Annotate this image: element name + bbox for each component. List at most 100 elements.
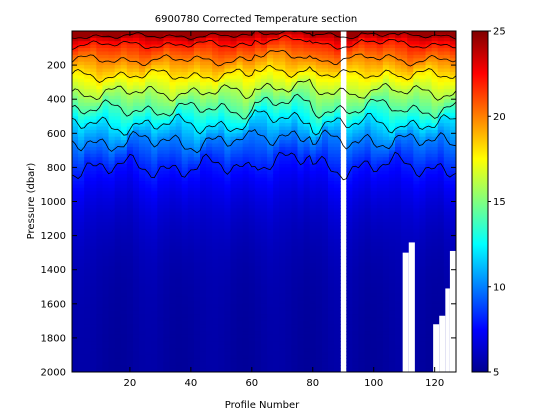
- heatmap-cell: [291, 307, 299, 312]
- heatmap-cell: [108, 51, 116, 56]
- heatmap-cell: [285, 279, 293, 284]
- heatmap-cell: [218, 249, 225, 254]
- heatmap-cell: [315, 337, 323, 342]
- heatmap-cell: [206, 348, 213, 353]
- heatmap-cell: [291, 198, 299, 203]
- heatmap-cell: [279, 140, 286, 145]
- heatmap-cell: [84, 273, 91, 278]
- heatmap-cell: [126, 341, 134, 346]
- heatmap-cell: [132, 286, 140, 291]
- heatmap-cell: [334, 344, 341, 349]
- heatmap-cell: [163, 78, 171, 83]
- heatmap-cell: [230, 303, 238, 308]
- heatmap-cell: [187, 51, 195, 56]
- heatmap-cell: [248, 221, 256, 226]
- heatmap-cell: [291, 327, 299, 332]
- heatmap-cell: [157, 354, 165, 359]
- heatmap-cell: [254, 361, 262, 366]
- heatmap-cell: [187, 194, 195, 199]
- heatmap-cell: [108, 204, 116, 209]
- heatmap-cell: [78, 75, 85, 80]
- heatmap-cell: [285, 307, 293, 312]
- heatmap-cell: [163, 82, 171, 87]
- heatmap-cell: [364, 324, 372, 329]
- heatmap-cell: [321, 286, 329, 291]
- heatmap-cell: [206, 201, 213, 206]
- heatmap-cell: [187, 327, 195, 332]
- heatmap-cell: [328, 194, 335, 199]
- heatmap-cell: [108, 296, 116, 301]
- heatmap-cell: [120, 41, 128, 46]
- heatmap-cell: [315, 276, 323, 281]
- heatmap-cell: [187, 150, 195, 155]
- heatmap-cell: [236, 249, 244, 254]
- heatmap-cell: [242, 300, 250, 305]
- heatmap-cell: [218, 157, 225, 162]
- heatmap-cell: [358, 143, 366, 148]
- heatmap-cell: [291, 239, 299, 244]
- heatmap-cell: [200, 163, 207, 168]
- heatmap-cell: [291, 102, 299, 107]
- heatmap-cell: [157, 368, 165, 372]
- heatmap-cell: [200, 198, 207, 203]
- heatmap-cell: [200, 235, 207, 240]
- heatmap-cell: [230, 341, 238, 346]
- heatmap-cell: [358, 116, 366, 121]
- heatmap-cell: [285, 228, 293, 233]
- heatmap-cell: [193, 85, 201, 90]
- heatmap-cell: [273, 198, 280, 203]
- heatmap-cell: [90, 358, 97, 363]
- heatmap-cell: [303, 194, 311, 199]
- heatmap-cell: [84, 252, 91, 257]
- heatmap-cell: [114, 82, 122, 87]
- heatmap-cell: [260, 31, 268, 36]
- heatmap-cell: [309, 341, 317, 346]
- heatmap-cell: [248, 358, 256, 363]
- heatmap-cell: [84, 177, 91, 182]
- heatmap-cell: [291, 177, 299, 182]
- heatmap-cell: [370, 276, 378, 281]
- heatmap-cell: [126, 320, 134, 325]
- heatmap-cell: [224, 48, 232, 53]
- heatmap-cell: [273, 102, 280, 107]
- heatmap-cell: [242, 146, 250, 151]
- heatmap-cell: [181, 187, 189, 192]
- heatmap-cell: [108, 252, 116, 257]
- heatmap-cell: [358, 296, 366, 301]
- heatmap-cell: [187, 324, 195, 329]
- heatmap-cell: [157, 283, 165, 288]
- heatmap-cell: [187, 320, 195, 325]
- heatmap-cell: [230, 54, 238, 59]
- heatmap-cell: [334, 75, 341, 80]
- heatmap-cell: [212, 177, 219, 182]
- heatmap-cell: [224, 71, 232, 76]
- heatmap-cell: [346, 283, 353, 288]
- heatmap-cell: [151, 324, 158, 329]
- heatmap-cell: [352, 208, 360, 213]
- heatmap-cell: [248, 262, 256, 267]
- heatmap-cell: [169, 242, 177, 247]
- heatmap-cell: [108, 249, 116, 254]
- heatmap-cell: [169, 44, 177, 49]
- heatmap-cell: [242, 218, 250, 223]
- heatmap-cell: [108, 109, 116, 114]
- heatmap-cell: [224, 208, 232, 213]
- heatmap-cell: [334, 232, 341, 237]
- heatmap-cell: [285, 31, 293, 36]
- heatmap-cell: [193, 358, 201, 363]
- heatmap-cell: [181, 160, 189, 165]
- heatmap-cell: [364, 198, 372, 203]
- heatmap-cell: [78, 109, 85, 114]
- heatmap-cell: [224, 351, 232, 356]
- heatmap-cell: [212, 262, 219, 267]
- heatmap-cell: [181, 95, 189, 100]
- heatmap-cell: [334, 228, 341, 233]
- heatmap-cell: [132, 303, 140, 308]
- heatmap-cell: [303, 160, 311, 165]
- heatmap-cell: [169, 307, 177, 312]
- heatmap-cell: [230, 354, 238, 359]
- heatmap-cell: [334, 163, 341, 168]
- heatmap-cell: [321, 235, 329, 240]
- heatmap-cell: [114, 337, 122, 342]
- heatmap-cell: [376, 143, 384, 148]
